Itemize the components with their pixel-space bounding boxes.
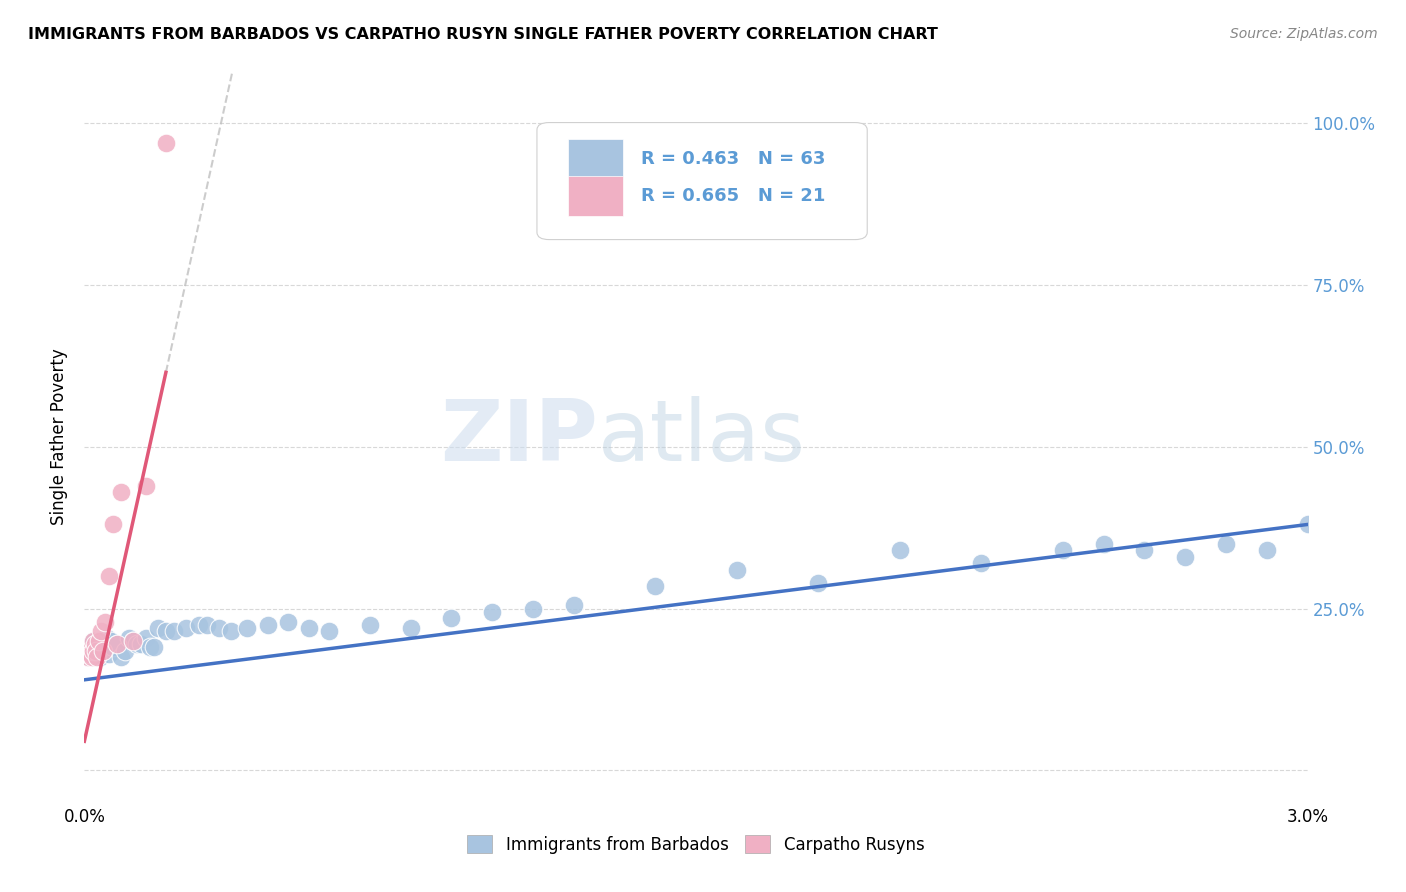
Point bbox=[79, 647, 101, 661]
Point bbox=[89, 650, 111, 665]
Point bbox=[298, 621, 321, 635]
Point bbox=[562, 599, 585, 613]
Point bbox=[359, 617, 381, 632]
Point bbox=[83, 643, 105, 657]
Point bbox=[176, 621, 198, 635]
Point bbox=[725, 563, 748, 577]
Point bbox=[91, 643, 114, 657]
Point bbox=[257, 617, 280, 632]
Point bbox=[138, 640, 160, 655]
Point bbox=[82, 634, 104, 648]
Point bbox=[87, 647, 110, 661]
Point bbox=[105, 637, 128, 651]
Point bbox=[155, 136, 177, 150]
Point bbox=[93, 634, 117, 648]
Point bbox=[93, 615, 117, 629]
Point bbox=[79, 640, 101, 655]
Point bbox=[76, 650, 98, 665]
Point bbox=[91, 640, 114, 655]
Point bbox=[105, 637, 128, 651]
Point bbox=[208, 621, 231, 635]
Bar bbox=[568, 176, 623, 216]
Point bbox=[236, 621, 259, 635]
Point bbox=[1092, 537, 1115, 551]
Point bbox=[970, 557, 993, 571]
Point bbox=[84, 643, 107, 657]
Point bbox=[807, 575, 830, 590]
Point bbox=[86, 650, 108, 665]
Point bbox=[82, 650, 104, 665]
Point bbox=[77, 647, 100, 661]
Point bbox=[80, 650, 103, 665]
Point bbox=[1256, 543, 1278, 558]
Point bbox=[481, 605, 503, 619]
Point bbox=[155, 624, 177, 639]
Point bbox=[127, 637, 149, 651]
Point bbox=[90, 637, 112, 651]
Point bbox=[146, 621, 169, 635]
Point bbox=[163, 624, 186, 639]
Text: atlas: atlas bbox=[598, 395, 806, 479]
Point bbox=[142, 640, 165, 655]
Point bbox=[118, 631, 141, 645]
FancyBboxPatch shape bbox=[537, 122, 868, 240]
Point bbox=[82, 634, 104, 648]
Point bbox=[1133, 543, 1156, 558]
Point bbox=[101, 640, 124, 655]
Point bbox=[522, 601, 544, 615]
Point bbox=[96, 631, 118, 645]
Text: ZIP: ZIP bbox=[440, 395, 598, 479]
Text: R = 0.463   N = 63: R = 0.463 N = 63 bbox=[641, 150, 825, 168]
Point bbox=[135, 478, 157, 492]
Text: R = 0.665   N = 21: R = 0.665 N = 21 bbox=[641, 186, 825, 204]
Point bbox=[76, 650, 98, 665]
Point bbox=[277, 615, 299, 629]
Point bbox=[187, 617, 209, 632]
Point bbox=[1174, 549, 1197, 564]
Point bbox=[440, 611, 463, 625]
Point bbox=[80, 637, 103, 651]
Bar bbox=[568, 139, 623, 179]
Point bbox=[77, 643, 100, 657]
Point bbox=[77, 643, 100, 657]
Point bbox=[86, 637, 108, 651]
Point bbox=[1296, 517, 1319, 532]
Point bbox=[93, 643, 115, 657]
Point bbox=[97, 647, 120, 661]
Point bbox=[131, 637, 153, 651]
Point bbox=[100, 634, 122, 648]
Point bbox=[399, 621, 422, 635]
Point bbox=[82, 643, 104, 657]
Legend: Immigrants from Barbados, Carpatho Rusyns: Immigrants from Barbados, Carpatho Rusyn… bbox=[461, 829, 931, 860]
Point bbox=[110, 650, 132, 665]
Text: Source: ZipAtlas.com: Source: ZipAtlas.com bbox=[1230, 27, 1378, 41]
Point bbox=[110, 485, 132, 500]
Point bbox=[86, 640, 108, 655]
Point bbox=[135, 631, 157, 645]
Point bbox=[219, 624, 242, 639]
Point bbox=[114, 643, 136, 657]
Point bbox=[122, 634, 145, 648]
Point bbox=[1052, 543, 1074, 558]
Point bbox=[1215, 537, 1237, 551]
Point bbox=[77, 647, 100, 661]
Point bbox=[97, 569, 120, 583]
Point bbox=[318, 624, 340, 639]
Point bbox=[101, 517, 124, 532]
Point bbox=[889, 543, 911, 558]
Point bbox=[87, 634, 110, 648]
Point bbox=[122, 634, 145, 648]
Point bbox=[83, 637, 105, 651]
Y-axis label: Single Father Poverty: Single Father Poverty bbox=[51, 349, 69, 525]
Point bbox=[195, 617, 218, 632]
Point bbox=[644, 579, 666, 593]
Text: IMMIGRANTS FROM BARBADOS VS CARPATHO RUSYN SINGLE FATHER POVERTY CORRELATION CHA: IMMIGRANTS FROM BARBADOS VS CARPATHO RUS… bbox=[28, 27, 938, 42]
Point bbox=[90, 624, 112, 639]
Point bbox=[90, 643, 112, 657]
Point bbox=[84, 643, 107, 657]
